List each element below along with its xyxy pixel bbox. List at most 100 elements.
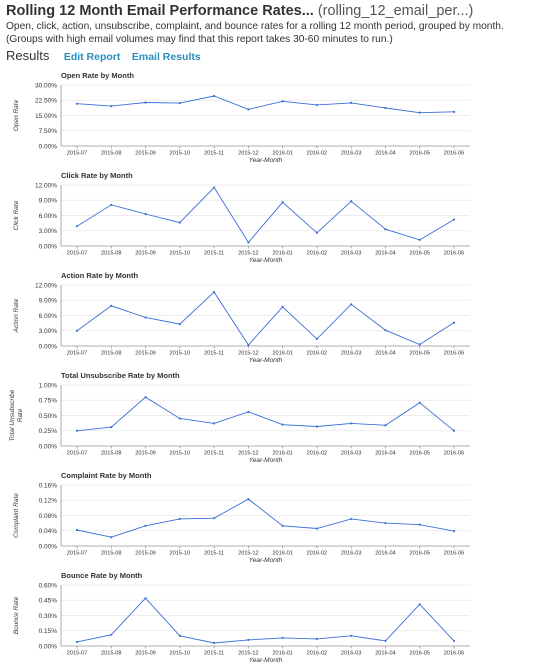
x-tick-label: 2016-03 [341, 251, 362, 257]
y-tick-label: 0.16% [39, 482, 58, 489]
email-results-link[interactable]: Email Results [131, 51, 201, 63]
data-point [144, 597, 147, 600]
data-point [212, 641, 216, 645]
y-axis-label: Action Rate [13, 298, 20, 333]
y-tick-label: 0.00% [39, 243, 58, 250]
x-tick-label: 2015-12 [238, 351, 259, 357]
x-tick-label: 2015-10 [170, 651, 191, 657]
x-tick-label: 2015-08 [101, 251, 122, 257]
report-title: Rolling 12 Month Email Performance Rates… [6, 3, 314, 19]
x-tick-label: 2015-11 [204, 251, 224, 257]
data-point [418, 401, 421, 404]
y-axis-label: Open Rate [13, 99, 20, 131]
x-tick-label: 2016-02 [307, 251, 328, 257]
series-line [76, 186, 455, 244]
y-tick-label: 9.00% [39, 298, 58, 305]
y-tick-label: 6.00% [39, 213, 58, 220]
data-point [144, 396, 147, 399]
y-tick-label: 0.45% [39, 598, 58, 605]
data-point [350, 517, 353, 521]
x-tick-label: 2016-02 [307, 151, 328, 157]
x-tick-label: 2016-05 [409, 151, 430, 157]
data-point [75, 102, 79, 105]
y-tick-label: 9.00% [39, 198, 58, 205]
x-tick-label: 2016-04 [375, 451, 396, 457]
x-tick-label: 2015-09 [135, 651, 156, 657]
data-point [350, 422, 353, 425]
data-point [144, 316, 147, 319]
x-tick-label: 2015-12 [238, 151, 259, 157]
report-title-line: Rolling 12 Month Email Performance Rates… [6, 3, 532, 20]
data-point [75, 329, 79, 332]
results-toolbar: Results Edit Report Email Results [6, 47, 208, 63]
x-tick-label: 2016-03 [341, 651, 362, 657]
x-tick-label: 2016-05 [409, 451, 430, 457]
data-point [384, 228, 387, 231]
x-tick-label: 2015-12 [238, 451, 259, 457]
y-tick-label: 22.50% [35, 98, 57, 105]
data-point [247, 410, 250, 413]
data-point [247, 638, 250, 641]
data-point [212, 186, 216, 189]
line-chart: Click Rate by Month 0.00% 3.00% 6.00% 9.00% 1… [13, 171, 470, 264]
x-axis-label: Year-Month [249, 557, 283, 564]
x-tick-label: 2016-04 [375, 551, 396, 557]
x-tick-label: 2016-06 [444, 251, 465, 257]
data-point [384, 522, 387, 525]
series-line [76, 597, 455, 644]
x-tick-label: 2015-11 [204, 451, 224, 457]
data-point [75, 640, 79, 644]
y-tick-label: 0.04% [39, 528, 58, 535]
x-tick-label: 2015-07 [67, 351, 88, 357]
series-line [76, 95, 455, 114]
edit-report-link[interactable]: Edit Report [63, 51, 121, 63]
y-tick-label: 0.60% [39, 582, 58, 589]
x-axis-label: Year-Month [249, 257, 283, 264]
x-tick-label: 2015-07 [67, 551, 88, 557]
data-point [281, 305, 284, 308]
x-tick-label: 2015-10 [170, 151, 191, 157]
chart-title: Total Unsubscribe Rate by Month [61, 371, 180, 380]
x-tick-label: 2015-10 [170, 451, 191, 457]
x-tick-label: 2015-08 [101, 551, 122, 557]
line-chart: Total Unsubscribe Rate by Month 0.00% 0.25… [9, 371, 470, 464]
y-tick-label: 0.25% [39, 428, 58, 435]
x-tick-label: 2016-06 [444, 451, 465, 457]
x-tick-label: 2016-05 [409, 351, 430, 357]
y-tick-label: 12.00% [35, 182, 57, 189]
y-tick-label: 0.12% [39, 498, 58, 505]
x-tick-label: 2016-02 [307, 551, 328, 557]
data-point [247, 241, 250, 244]
x-tick-label: 2016-05 [409, 551, 430, 557]
series-line [76, 396, 455, 432]
chart-title: Open Rate by Month [61, 71, 134, 80]
y-tick-label: 6.00% [39, 313, 58, 320]
x-tick-label: 2015-08 [101, 651, 122, 657]
x-axis-label: Year-Month [249, 457, 283, 464]
data-point [350, 303, 353, 306]
data-point [110, 105, 113, 108]
series-line [76, 498, 455, 538]
data-point [418, 111, 421, 114]
y-tick-label: 12.00% [35, 282, 57, 289]
x-tick-label: 2015-10 [170, 351, 191, 357]
x-tick-label: 2015-10 [170, 251, 191, 257]
x-tick-label: 2015-08 [101, 351, 122, 357]
x-tick-label: 2016-04 [375, 251, 396, 257]
report-description: Open, click, action, unsubscribe, compla… [6, 21, 504, 45]
data-point [212, 291, 216, 294]
x-tick-label: 2015-10 [170, 551, 191, 557]
data-point [247, 108, 250, 111]
data-point [384, 639, 387, 643]
data-point [178, 221, 181, 224]
y-tick-label: 3.00% [39, 228, 58, 235]
y-tick-label: 0.30% [39, 613, 58, 620]
data-point [212, 422, 216, 425]
x-tick-label: 2015-08 [101, 451, 122, 457]
results-label: Results [6, 48, 50, 63]
data-point [452, 218, 456, 221]
data-point [110, 425, 113, 429]
x-tick-label: 2016-01 [272, 151, 293, 157]
y-tick-label: 0.00% [39, 343, 58, 350]
x-tick-label: 2016-01 [272, 251, 293, 257]
